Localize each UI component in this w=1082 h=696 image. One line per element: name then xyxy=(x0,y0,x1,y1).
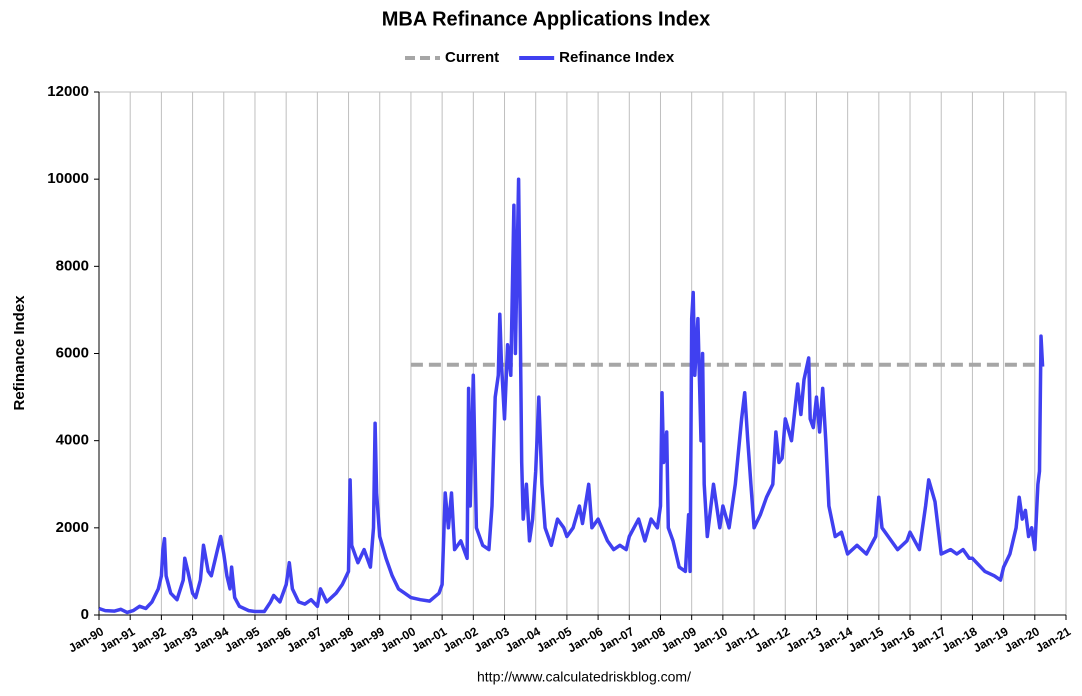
x-tick-label: Jan-18 xyxy=(940,624,980,655)
x-tick-label: Jan-97 xyxy=(285,624,325,655)
x-tick-label: Jan-01 xyxy=(409,624,449,655)
source: http://www.calculatedriskblog.com/ xyxy=(477,669,691,685)
x-tick-label: Jan-10 xyxy=(690,624,730,655)
x-tick-label: Jan-95 xyxy=(222,624,262,655)
data-line xyxy=(98,177,1045,615)
x-tick-label: Jan-14 xyxy=(815,624,855,655)
x-tick-label: Jan-04 xyxy=(503,624,543,655)
x-tick-label: Jan-94 xyxy=(191,624,231,655)
y-tick-label: 6000 xyxy=(56,344,89,361)
x-tick-label: Jan-09 xyxy=(659,624,699,655)
x-tick-label: Jan-90 xyxy=(66,624,106,655)
y-tick-label: 12000 xyxy=(47,83,89,100)
x-tick-label: Jan-92 xyxy=(129,624,169,655)
y-tick-label: 2000 xyxy=(56,519,89,536)
y-tick-label: 8000 xyxy=(56,257,89,274)
x-tick-label: Jan-08 xyxy=(628,624,668,655)
x-tick-label: Jan-17 xyxy=(908,624,948,655)
x-tick-label: Jan-05 xyxy=(534,624,574,655)
legend-label: Refinance Index xyxy=(559,49,675,66)
x-tick-label: Jan-16 xyxy=(877,624,917,655)
x-tick-label: Jan-99 xyxy=(347,624,387,655)
chart-title: MBA Refinance Applications Index xyxy=(382,8,711,30)
y-tick-label: 4000 xyxy=(56,432,89,449)
x-tick-label: Jan-00 xyxy=(378,624,418,655)
x-tick-label: Jan-96 xyxy=(253,624,293,655)
x-tick-label: Jan-98 xyxy=(316,624,356,655)
y-axis-label: Refinance Index xyxy=(11,295,28,411)
x-tick-label: Jan-12 xyxy=(752,624,792,655)
legend-label: Current xyxy=(445,49,499,66)
y-tick-label: 0 xyxy=(81,606,89,623)
x-tick-label: Jan-13 xyxy=(784,624,824,655)
x-tick-label: Jan-15 xyxy=(846,624,886,655)
x-tick-label: Jan-20 xyxy=(1002,624,1042,655)
x-tick-label: Jan-06 xyxy=(565,624,605,655)
x-tick-label: Jan-03 xyxy=(472,624,512,655)
x-tick-label: Jan-19 xyxy=(971,624,1011,655)
y-tick-label: 10000 xyxy=(47,170,89,187)
x-tick-label: Jan-07 xyxy=(596,624,636,655)
x-tick-label: Jan-21 xyxy=(1033,624,1073,655)
x-tick-label: Jan-02 xyxy=(440,624,480,655)
x-tick-label: Jan-93 xyxy=(160,624,200,655)
x-tick-label: Jan-91 xyxy=(97,624,137,655)
